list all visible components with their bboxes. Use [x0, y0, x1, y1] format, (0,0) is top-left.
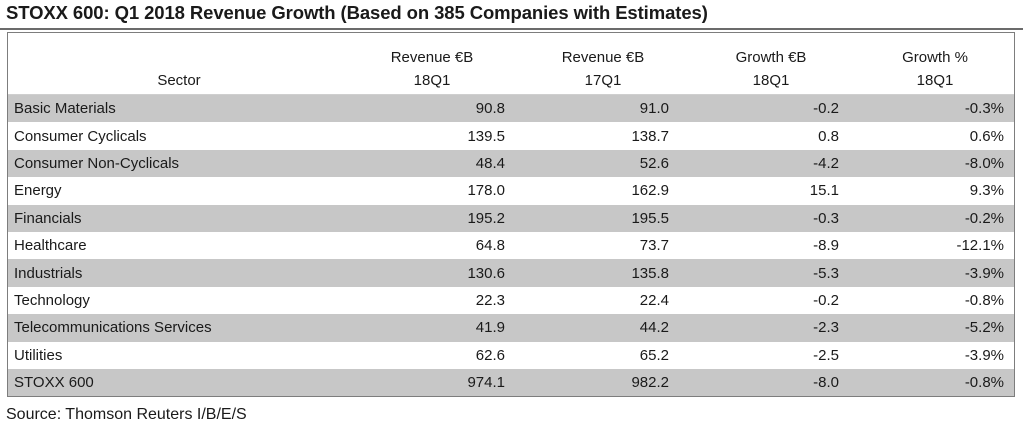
table-row: Consumer Non-Cyclicals 48.4 52.6 -4.2 -8.0%: [8, 149, 1014, 178]
header-row-top: Sector Revenue €B Revenue €B Growth €B G…: [8, 33, 1014, 89]
growth-eur-cell: 15.1: [809, 182, 839, 200]
header-sub-17q1: 17Q1: [584, 72, 622, 89]
header-sub-18q1-b: 18Q1: [752, 72, 790, 89]
table-body: Basic Materials 90.8 91.0 -0.2 -0.3% Consumer…: [8, 94, 1014, 396]
growth-pct-cell: -0.2%: [856, 204, 1014, 232]
growth-pct-cell: -8.0%: [856, 149, 1014, 178]
table-row: Technology 22.3 22.4 -0.2 -0.8%: [8, 287, 1014, 314]
table-frame: Sector Revenue €B Revenue €B Growth €B G…: [7, 32, 1015, 397]
growth-pct-cell: -3.9%: [856, 259, 1014, 287]
table-row: Basic Materials 90.8 91.0 -0.2 -0.3%: [8, 94, 1014, 123]
revenue-17q1-cell: 52.6: [520, 149, 686, 178]
revenue-17q1-cell: 195.5: [520, 204, 686, 232]
revenue-17q1-cell: 22.4: [639, 291, 669, 309]
growth-eur-cell: -5.3: [686, 259, 856, 287]
revenue-17q1-cell: 65.2: [639, 346, 669, 364]
total-revenue-17q1-cell: 982.2: [520, 368, 686, 396]
growth-eur-cell: 0.8: [818, 127, 839, 145]
sector-cell: Financials: [8, 204, 344, 232]
total-row: STOXX 600 974.1 982.2 -8.0 -0.8%: [8, 368, 1014, 396]
revenue-18q1-cell: 195.2: [344, 204, 520, 232]
revenue-18q1-cell: 48.4: [344, 149, 520, 178]
revenue-18q1-cell: 62.6: [475, 346, 505, 364]
header-revenue-17q1: Revenue €B: [561, 49, 645, 66]
source-note: Source: Thomson Reuters I/B/E/S: [6, 406, 247, 423]
table-row: Financials 195.2 195.5 -0.3 -0.2%: [8, 204, 1014, 232]
total-sector-cell: STOXX 600: [8, 368, 344, 396]
growth-eur-cell: -2.3: [686, 314, 856, 342]
sector-cell: Industrials: [8, 259, 344, 287]
revenue-18q1-cell: 22.3: [475, 291, 505, 309]
header-growth-eur: Growth €B: [735, 49, 807, 66]
header-sector: Sector: [8, 33, 344, 95]
total-revenue-18q1-cell: 974.1: [344, 368, 520, 396]
revenue-17q1-cell: 162.9: [631, 182, 669, 200]
revenue-18q1-cell: 178.0: [467, 182, 505, 200]
revenue-17q1-cell: 44.2: [520, 314, 686, 342]
sector-cell: Utilities: [14, 346, 63, 364]
header-sector-label: Sector: [157, 72, 201, 89]
table-row: Telecommunications Services 41.9 44.2 -2.3-…: [8, 314, 1014, 342]
growth-eur-cell: -0.2: [813, 291, 839, 309]
table-row: Industrials 130.6 135.8 -5.3 -3.9%: [8, 259, 1014, 287]
growth-eur-cell: -0.2: [686, 94, 856, 123]
revenue-table: Sector Revenue €B Revenue €B Growth €B G…: [8, 33, 1014, 396]
table-row: Consumer Cyclicals 139.5 138.7 0.8 0.6%: [8, 122, 1014, 149]
growth-pct-cell: 9.3%: [969, 182, 1004, 200]
sector-cell: Healthcare: [14, 237, 87, 255]
sector-cell: Consumer Cyclicals: [14, 127, 147, 145]
table-row: Utilities 62.6 65.2 -2.5 -3.9%: [8, 342, 1014, 369]
revenue-17q1-cell: 135.8: [520, 259, 686, 287]
growth-eur-cell: -0.3: [686, 204, 856, 232]
revenue-17q1-cell: 138.7: [631, 127, 669, 145]
total-growth-eur-cell: -8.0: [686, 368, 856, 396]
sector-cell: Energy: [14, 182, 62, 200]
revenue-18q1-cell: 64.8: [475, 237, 505, 255]
sector-cell: Technology: [14, 291, 90, 309]
header-row-sub: 18Q1 17Q1 18Q1 18Q1: [8, 70, 1014, 95]
growth-pct-cell: -5.2%: [856, 314, 1014, 342]
growth-eur-cell: -8.9: [813, 237, 839, 255]
growth-pct-cell: -12.1%: [956, 237, 1004, 255]
growth-pct-cell: -0.3%: [856, 94, 1014, 123]
sector-cell: Consumer Non-Cyclicals: [8, 149, 344, 178]
growth-eur-cell: -2.5: [813, 346, 839, 364]
sector-cell: Basic Materials: [8, 94, 344, 123]
growth-pct-cell: -3.9%: [964, 346, 1004, 364]
revenue-18q1-cell: 41.9: [344, 314, 520, 342]
header-sub-18q1-c: 18Q1: [916, 72, 954, 89]
sector-cell: Telecommunications Services: [8, 314, 344, 342]
total-growth-pct-cell: -0.8%: [856, 368, 1014, 396]
chart-title: STOXX 600: Q1 2018 Revenue Growth (Based…: [6, 2, 708, 23]
growth-pct-cell: 0.6%: [969, 127, 1004, 145]
header-revenue-18q1: Revenue €B: [390, 49, 474, 66]
revenue-17q1-cell: 73.7: [639, 237, 669, 255]
header-growth-pct: Growth %: [902, 49, 968, 66]
table-row: Healthcare 64.8 73.7 -8.9 -12.1%: [8, 232, 1014, 259]
title-rule: [0, 28, 1023, 30]
revenue-18q1-cell: 90.8: [344, 94, 520, 123]
revenue-17q1-cell: 91.0: [520, 94, 686, 123]
table-row: Energy 178.0 162.9 15.1 9.3%: [8, 177, 1014, 204]
revenue-18q1-cell: 139.5: [467, 127, 505, 145]
growth-eur-cell: -4.2: [686, 149, 856, 178]
header-sub-18q1-a: 18Q1: [413, 72, 451, 89]
revenue-18q1-cell: 130.6: [344, 259, 520, 287]
growth-pct-cell: -0.8%: [964, 291, 1004, 309]
